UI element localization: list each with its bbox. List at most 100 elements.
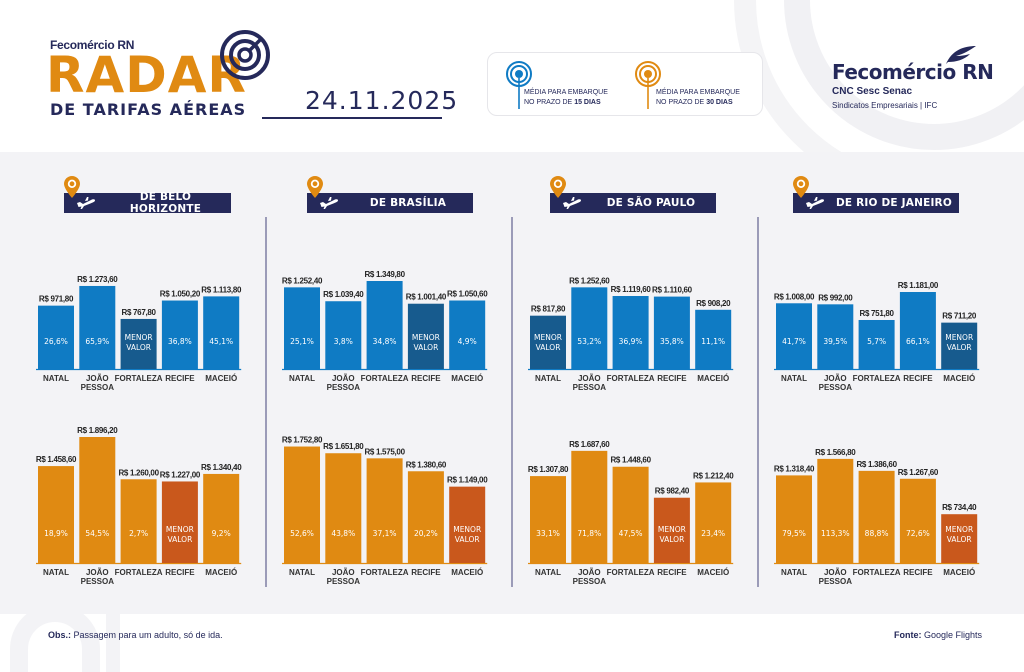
category-label: NATAL [781, 374, 807, 383]
percent-label: 66,1% [906, 337, 930, 346]
origin-title: DE BELO HORIZONTE [129, 191, 202, 215]
category-label: RECIFE [903, 374, 933, 383]
percent-label: 79,5% [782, 529, 806, 538]
percent-label: 23,4% [701, 529, 725, 538]
location-pin-icon [793, 176, 809, 203]
value-label: R$ 1.252,60 [569, 276, 610, 285]
percent-label: 18,9% [44, 529, 68, 538]
legend-text-30-days: MÉDIA PARA EMBARQUE NO PRAZO DE 30 DIAS [656, 88, 740, 108]
value-label: R$ 734,40 [942, 503, 977, 512]
bar [817, 458, 854, 563]
value-label: R$ 1.227,00 [160, 470, 201, 479]
percent-label: 45,1% [209, 337, 233, 346]
category-label: RECIFE [657, 568, 687, 577]
decorative-ring [60, 614, 120, 672]
category-label: JOÃO PESSOA [327, 374, 361, 392]
bar-lowest-value [530, 315, 566, 369]
section-divider [265, 217, 267, 587]
category-label: FORTALEZA [853, 568, 901, 577]
category-label: FORTALEZA [853, 374, 901, 383]
percent-label: 9,2% [212, 529, 231, 538]
airplane-icon [806, 197, 824, 209]
lowest-value-label: MENOR VALOR [125, 333, 153, 352]
category-label: JOÃO PESSOA [819, 374, 853, 392]
date-underline [262, 117, 442, 119]
value-label: R$ 1.307,80 [528, 465, 569, 474]
bar [571, 287, 608, 369]
section-divider [757, 217, 759, 587]
value-label: R$ 908,20 [696, 299, 731, 308]
category-label: NATAL [535, 374, 561, 383]
value-label: R$ 1.113,80 [201, 285, 242, 294]
percent-label: 36,8% [168, 337, 192, 346]
category-label: NATAL [43, 568, 69, 577]
value-label: R$ 982,40 [655, 487, 690, 496]
bar [203, 473, 240, 563]
bar-lowest-value [407, 303, 444, 369]
percent-label: 36,9% [619, 337, 643, 346]
bar [79, 285, 116, 369]
value-label: R$ 1.273,60 [77, 275, 118, 284]
value-label: R$ 767,80 [121, 308, 156, 317]
origin-title: DE RIO DE JANEIRO [836, 197, 952, 209]
value-label: R$ 1.651,80 [323, 442, 364, 451]
percent-label: 2,7% [129, 529, 148, 538]
lowest-value-label: MENOR VALOR [534, 333, 562, 352]
value-label: R$ 1.386,60 [856, 460, 897, 469]
bar [571, 450, 608, 563]
value-label: R$ 817,80 [531, 305, 566, 314]
bar [79, 437, 116, 563]
percent-label: 43,8% [331, 529, 355, 538]
value-label: R$ 1.267,60 [898, 468, 939, 477]
category-label: RECIFE [903, 568, 933, 577]
observation-note: Obs.: Passagem para um adulto, só de ida… [48, 630, 223, 640]
section-divider [511, 217, 513, 587]
lowest-value-label: MENOR VALOR [166, 525, 194, 544]
value-label: R$ 1.448,60 [610, 456, 651, 465]
category-label: JOÃO PESSOA [573, 374, 607, 392]
bar [38, 305, 74, 369]
category-label: MACEIÓ [205, 568, 237, 577]
bar-lowest-value [941, 514, 978, 563]
feather-icon [946, 46, 976, 64]
category-label: NATAL [43, 374, 69, 383]
value-label: R$ 711,20 [942, 312, 977, 321]
percent-label: 4,9% [458, 337, 477, 346]
value-label: R$ 1.149,00 [447, 476, 488, 485]
category-label: MACEIÓ [697, 374, 729, 383]
bar [325, 301, 362, 369]
value-label: R$ 992,00 [818, 293, 853, 302]
percent-label: 25,1% [290, 337, 314, 346]
value-label: R$ 1.380,60 [406, 460, 447, 469]
value-label: R$ 1.752,80 [282, 436, 323, 445]
bar [120, 479, 157, 563]
value-label: R$ 971,80 [39, 295, 74, 304]
percent-label: 65,9% [85, 337, 109, 346]
category-label: FORTALEZA [607, 568, 655, 577]
bar [899, 292, 936, 369]
bar-lowest-value [120, 318, 157, 369]
category-label: RECIFE [165, 568, 195, 577]
category-label: MACEIÓ [943, 374, 975, 383]
value-label: R$ 1.458,60 [36, 455, 77, 464]
brand-name: Fecomércio RN [832, 60, 994, 84]
bar [325, 453, 362, 563]
percent-label: 47,5% [619, 529, 643, 538]
value-label: R$ 1.566,80 [815, 448, 856, 457]
percent-label: 113,3% [821, 529, 850, 538]
percent-label: 35,8% [660, 337, 684, 346]
value-label: R$ 1.575,00 [364, 447, 405, 456]
percent-label: 72,6% [906, 529, 930, 538]
category-label: FORTALEZA [115, 374, 163, 383]
category-label: FORTALEZA [361, 374, 409, 383]
value-label: R$ 1.050,20 [160, 290, 201, 299]
source-note: Fonte: Google Flights [893, 630, 982, 640]
percent-label: 71,8% [577, 529, 601, 538]
bar [858, 470, 895, 563]
bar [407, 471, 444, 563]
category-label: JOÃO PESSOA [327, 568, 361, 586]
bar [858, 319, 895, 369]
radar-signal-icon [506, 61, 532, 109]
category-label: NATAL [781, 568, 807, 577]
